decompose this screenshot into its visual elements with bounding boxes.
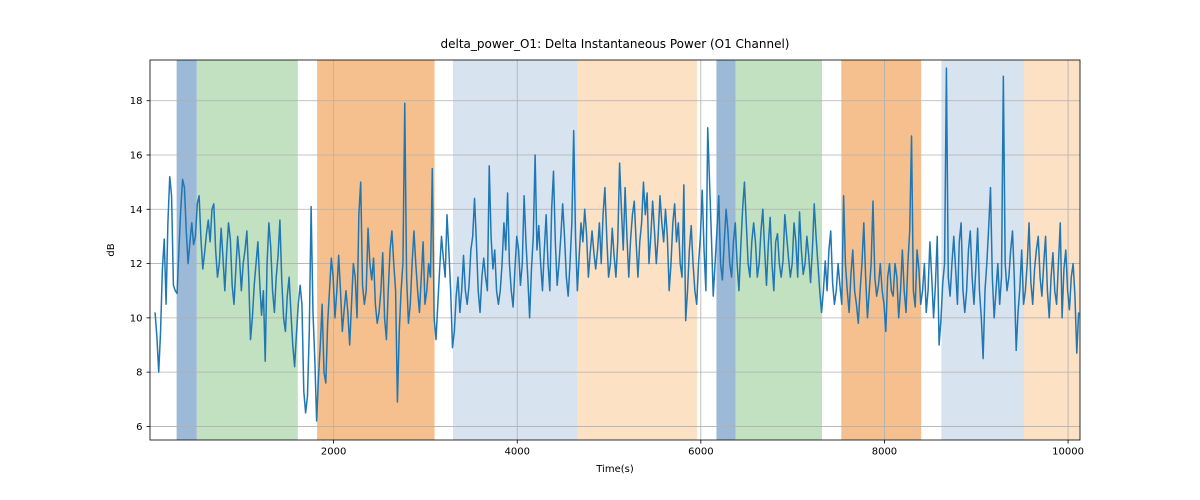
chart-svg: 2000 4000 6000 8000 10000 6 8 10 12 14 16 18 Time(s)… bbox=[0, 0, 1200, 500]
chart-title: delta_power_O1: Delta Instantaneous Powe… bbox=[441, 37, 790, 51]
x-tick-label: 2000 bbox=[321, 447, 346, 458]
y-axis-label: dB bbox=[106, 243, 117, 256]
region-band bbox=[317, 60, 435, 440]
region-band bbox=[941, 60, 1024, 440]
y-tick-label: 18 bbox=[130, 96, 143, 107]
y-tick-label: 8 bbox=[136, 368, 142, 379]
region-band bbox=[1024, 60, 1080, 440]
chart-container: 2000 4000 6000 8000 10000 6 8 10 12 14 16 18 Time(s)… bbox=[0, 0, 1200, 500]
x-tick-label: 10000 bbox=[1052, 447, 1084, 458]
x-axis-label: Time(s) bbox=[595, 464, 634, 475]
y-tick-label: 10 bbox=[130, 313, 143, 324]
x-tick-label: 4000 bbox=[504, 447, 529, 458]
y-tick-label: 12 bbox=[130, 259, 143, 270]
y-tick-label: 14 bbox=[130, 205, 143, 216]
x-tick-label: 8000 bbox=[872, 447, 897, 458]
y-tick-label: 16 bbox=[130, 151, 143, 162]
y-tick-label: 6 bbox=[136, 422, 142, 433]
x-tick-label: 6000 bbox=[688, 447, 713, 458]
